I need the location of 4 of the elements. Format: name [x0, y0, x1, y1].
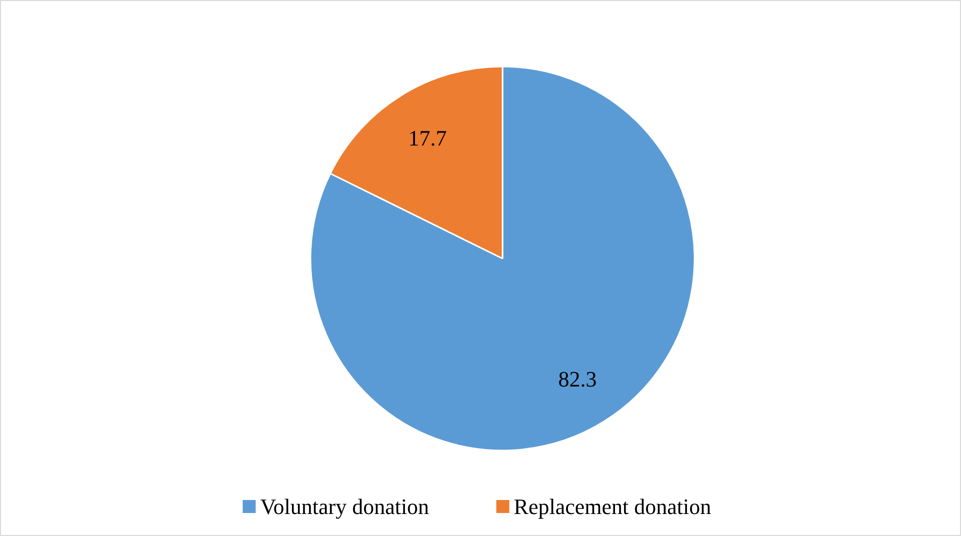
data-label: 17.7 [408, 125, 447, 150]
legend-label: Replacement donation [514, 494, 712, 519]
data-label: 82.3 [558, 366, 597, 392]
legend-label: Voluntary donation [260, 494, 430, 519]
